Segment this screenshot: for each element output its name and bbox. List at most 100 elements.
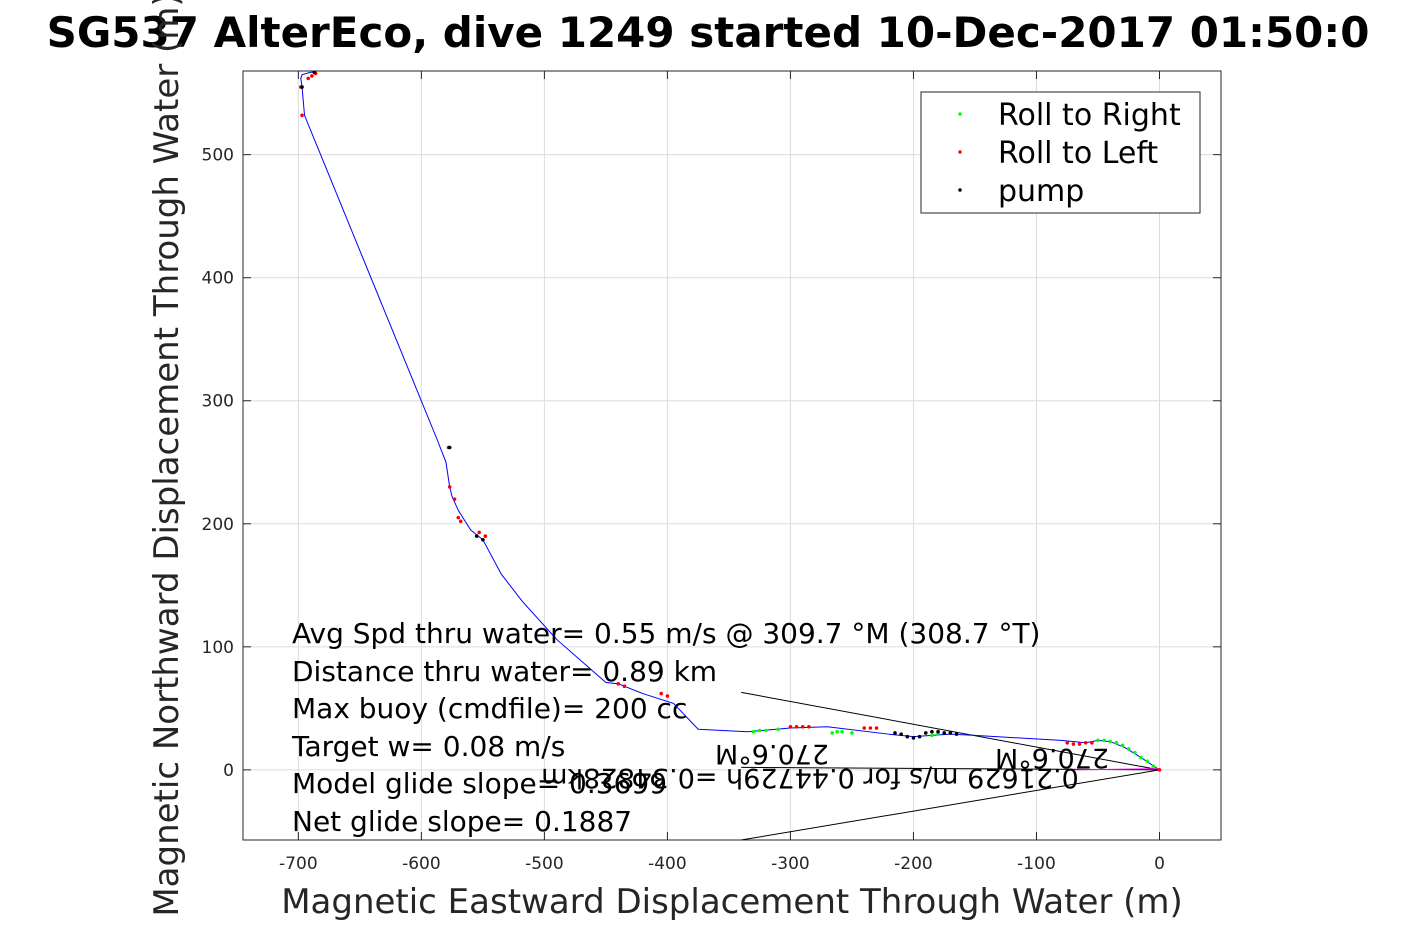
legend-roll-right-label: Roll to Right xyxy=(998,98,1181,133)
roll-right-point xyxy=(1108,739,1113,744)
roll-left-point xyxy=(310,74,314,78)
roll-left-point xyxy=(1065,740,1070,745)
roll-left-point xyxy=(862,726,867,730)
current-heading-annotation-a: 270.6°M xyxy=(715,738,829,769)
x-tick-label: 0 xyxy=(1154,854,1165,874)
roll-left-point xyxy=(788,725,793,729)
roll-left-point xyxy=(1157,768,1162,772)
pump-point xyxy=(954,732,959,736)
roll-left-point xyxy=(1077,742,1082,746)
roll-right-point xyxy=(1145,759,1149,764)
legend: Roll to Right Roll to Left pump xyxy=(920,91,1201,214)
target-w-text: Target w= 0.08 m/s xyxy=(291,730,565,763)
dive-summary: Avg Spd thru water= 0.55 m/s @ 309.7 °M … xyxy=(291,617,1040,838)
fan-lower-line xyxy=(741,769,1160,840)
current-heading-annotation-b: 270.6°M xyxy=(995,742,1109,773)
pump-point xyxy=(911,736,916,740)
x-tick-label: -500 xyxy=(525,854,564,874)
roll-left-point xyxy=(616,681,621,686)
markers xyxy=(299,71,1162,772)
roll-right-point xyxy=(776,727,780,732)
roll-right-point xyxy=(850,731,854,735)
roll-right-point xyxy=(1102,738,1106,743)
roll-left-point xyxy=(622,684,627,688)
roll-left-point xyxy=(452,497,457,501)
pump-point xyxy=(923,731,928,735)
roll-right-point xyxy=(764,728,768,733)
roll-right-point xyxy=(1133,750,1137,755)
x-tick-label: -700 xyxy=(279,854,318,874)
legend-box xyxy=(920,91,1201,214)
roll-right-point xyxy=(1139,755,1143,760)
roll-right-point xyxy=(751,729,756,734)
x-tick-label: -200 xyxy=(894,854,933,874)
legend-pump-label: pump xyxy=(998,174,1084,209)
pump-point xyxy=(893,731,897,735)
roll-right-point xyxy=(936,732,940,736)
y-tick-label: 500 xyxy=(202,146,234,166)
roll-left-point xyxy=(1083,740,1088,745)
axis-ticks: -700 -600 -500 -400 -300 -200 -100 0 0 100 200 300 4… xyxy=(202,71,1221,874)
pump-point xyxy=(917,734,922,739)
track xyxy=(300,71,1160,771)
roll-right-point xyxy=(830,731,835,735)
roll-left-point xyxy=(477,530,481,535)
roll-left-point xyxy=(807,725,811,729)
pump-point xyxy=(942,731,947,735)
pump-point xyxy=(312,71,317,75)
y-tick-label: 200 xyxy=(202,515,234,535)
y-axis-label: Magnetic Northward Displacement Through … xyxy=(147,0,187,917)
model-glide-slope-text: Model glide slope= 0.3699 xyxy=(292,767,667,800)
plot-area-frame xyxy=(242,70,1222,841)
x-tick-label: -100 xyxy=(1017,854,1056,874)
roll-left-point xyxy=(306,76,311,81)
pump-point xyxy=(948,731,953,735)
max-buoy-text: Max buoy (cmdfile)= 200 cc xyxy=(292,692,687,725)
roll-right-point xyxy=(1126,747,1131,751)
avg-speed-text: Avg Spd thru water= 0.55 m/s @ 309.7 °M … xyxy=(292,617,1040,650)
roll-left-point xyxy=(458,519,463,524)
current-speed-annotation: 0.21629 m/s for 0.44729h =0.34828km xyxy=(541,762,1079,793)
legend-roll-left-label: Roll to Left xyxy=(998,136,1158,171)
roll-left-point xyxy=(447,485,452,489)
legend-pump-marker xyxy=(958,188,962,192)
roll-right-point xyxy=(757,728,762,733)
roll-right-point xyxy=(840,729,844,734)
track-line xyxy=(300,71,1160,771)
x-tick-label: -400 xyxy=(648,854,687,874)
roll-right-point xyxy=(835,729,839,734)
pump-point xyxy=(936,729,940,734)
pump-point xyxy=(905,734,910,739)
pump-point xyxy=(481,537,485,542)
x-tick-label: -300 xyxy=(771,854,810,874)
roll-left-point xyxy=(483,534,488,538)
roll-left-point xyxy=(800,725,805,729)
roll-left-point xyxy=(659,691,664,696)
return-connector-line xyxy=(1073,768,1160,771)
chart-title: SG537 AlterEco, dive 1249 started 10-Dec… xyxy=(47,8,1370,57)
roll-right-point xyxy=(1114,740,1119,745)
roll-right-point xyxy=(1096,738,1100,743)
roll-left-point xyxy=(1090,740,1094,745)
roll-left-point xyxy=(456,515,461,520)
pump-point xyxy=(930,729,934,734)
roll-left-point xyxy=(794,725,799,729)
y-tick-label: 100 xyxy=(202,638,234,658)
roll-left-point xyxy=(1071,742,1076,746)
x-axis-label: Magnetic Eastward Displacement Through W… xyxy=(281,882,1183,922)
y-tick-label: 300 xyxy=(202,392,234,412)
flipped-current-annotations: 0.21629 m/s for 0.44729h =0.34828km 270.… xyxy=(541,738,1109,793)
roll-right-point xyxy=(1151,764,1156,768)
roll-left-point xyxy=(665,694,670,698)
pump-point xyxy=(899,732,903,736)
x-tick-label: -600 xyxy=(402,854,441,874)
y-tick-label: 0 xyxy=(223,761,234,781)
distance-text: Distance thru water= 0.89 km xyxy=(292,655,717,688)
roll-left-point xyxy=(868,726,873,730)
roll-left-point xyxy=(874,726,879,730)
pump-point xyxy=(447,445,452,450)
roll-right-point xyxy=(930,733,934,738)
roll-right-point xyxy=(1120,743,1125,748)
y-tick-label: 400 xyxy=(202,269,234,289)
